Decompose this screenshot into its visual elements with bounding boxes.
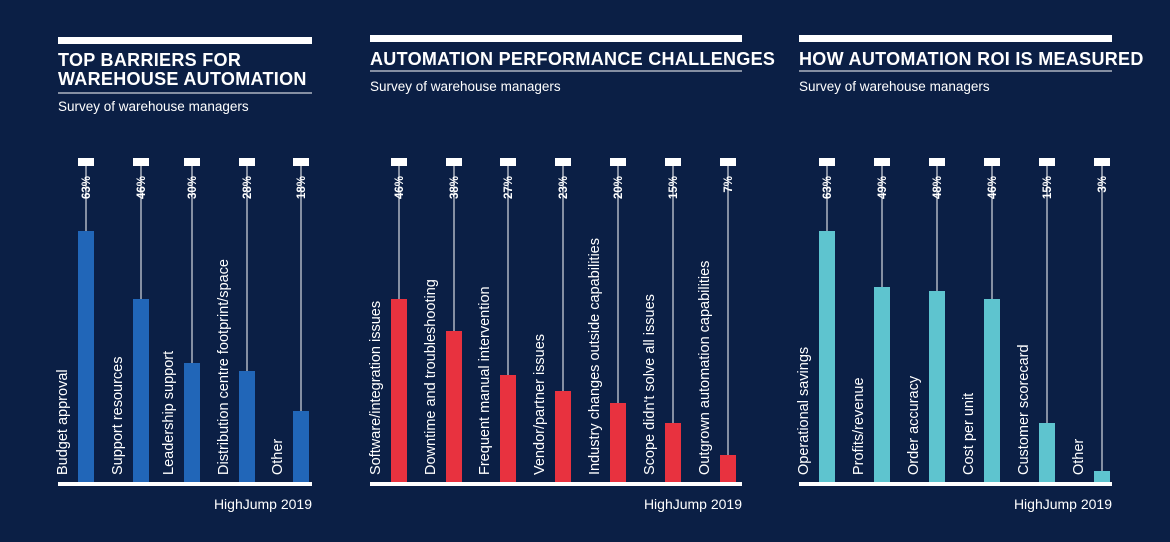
chart-2-source: HighJump 2019: [644, 496, 742, 512]
chart-3-bar: [1039, 423, 1055, 483]
chart-2-value-label: 27%: [503, 176, 515, 199]
chart-3-tab: [929, 158, 945, 166]
chart-1-top-rule: [58, 37, 312, 44]
chart-1-source: HighJump 2019: [214, 496, 312, 512]
chart-1-bar: [239, 371, 255, 483]
chart-2-category-label: Frequent manual intervention: [477, 286, 493, 475]
chart-3-bar: [874, 287, 890, 483]
chart-1-category-label: Budget approval: [55, 369, 71, 475]
chart-2-tab: [720, 158, 736, 166]
chart-1-tab: [239, 158, 255, 166]
chart-3-category-label: Other: [1071, 439, 1087, 475]
chart-1-value-label: 30%: [187, 176, 199, 199]
chart-2-tab: [500, 158, 516, 166]
chart-1-baseline: [58, 482, 312, 486]
chart-3-bar: [929, 291, 945, 483]
chart-1-value-label: 28%: [242, 176, 254, 199]
chart-1-category-label: Leadership support: [161, 351, 177, 475]
chart-2-bar: [391, 299, 407, 483]
chart-2-subtitle: Survey of warehouse managers: [370, 79, 561, 94]
chart-1-subtitle: Survey of warehouse managers: [58, 99, 249, 114]
chart-2-category-label: Outgrown automation capabilities: [697, 261, 713, 475]
chart-2-bar: [665, 423, 681, 483]
chart-3-tab: [984, 158, 1000, 166]
chart-1-bar: [133, 299, 149, 483]
chart-1-title: TOP BARRIERS FOR WAREHOUSE AUTOMATION: [58, 50, 307, 89]
chart-2-category-label: Downtime and troubleshooting: [423, 279, 439, 475]
chart-1-bar: [184, 363, 200, 483]
chart-2-category-label: Software/integration issues: [368, 301, 384, 475]
chart-2-category-label: Scope didn't solve all issues: [642, 294, 658, 475]
chart-2-value-label: 23%: [558, 176, 570, 199]
chart-3-value-label: 3%: [1097, 176, 1109, 193]
chart-3-tab: [1094, 158, 1110, 166]
chart-2-title: AUTOMATION PERFORMANCE CHALLENGES: [370, 49, 776, 69]
chart-3-tab: [819, 158, 835, 166]
chart-2-tab: [610, 158, 626, 166]
chart-2-value-label: 20%: [613, 176, 625, 199]
chart-3-category-label: Profits/revenue: [851, 377, 867, 475]
chart-1-category-label: Other: [270, 439, 286, 475]
chart-3-tab: [874, 158, 890, 166]
chart-1-value-label: 18%: [296, 176, 308, 199]
chart-2-bar: [446, 331, 462, 483]
chart-3-category-label: Order accuracy: [906, 375, 922, 475]
chart-3-category-label: Operational savings: [796, 347, 812, 475]
chart-2-value-label: 15%: [668, 176, 680, 199]
chart-2-top-rule: [370, 35, 742, 42]
chart-3-category-label: Cost per unit: [961, 393, 977, 475]
chart-2-value-label: 7%: [723, 176, 735, 193]
chart-3-title: HOW AUTOMATION ROI IS MEASURED: [799, 49, 1144, 69]
chart-1-category-label: Support resources: [110, 357, 126, 475]
chart-3-value-label: 15%: [1042, 176, 1054, 199]
chart-1-value-label: 63%: [81, 176, 93, 199]
chart-2-tab: [555, 158, 571, 166]
chart-3-subtitle: Survey of warehouse managers: [799, 79, 990, 94]
chart-2-bar: [610, 403, 626, 483]
chart-1-category-label: Distribution centre footprint/space: [216, 259, 232, 475]
chart-3-top-rule: [799, 35, 1112, 42]
chart-2-tab: [446, 158, 462, 166]
chart-2-baseline: [370, 482, 742, 486]
chart-3-category-label: Customer scorecard: [1016, 344, 1032, 475]
chart-1-bar: [78, 231, 94, 483]
chart-3-value-label: 49%: [877, 176, 889, 199]
chart-3-value-label: 48%: [932, 176, 944, 199]
chart-1-tab: [78, 158, 94, 166]
chart-2-bar: [500, 375, 516, 483]
chart-2-category-label: Industry changes outside capabilities: [587, 238, 603, 475]
chart-3-tab: [1039, 158, 1055, 166]
chart-1-tab: [133, 158, 149, 166]
chart-2-category-label: Vendor/partner issues: [532, 334, 548, 475]
chart-3-bar: [984, 299, 1000, 483]
chart-3-source: HighJump 2019: [1014, 496, 1112, 512]
chart-2-value-label: 38%: [449, 176, 461, 199]
chart-1-tab: [293, 158, 309, 166]
chart-2-tab: [391, 158, 407, 166]
chart-1-bar: [293, 411, 309, 483]
chart-3-baseline: [799, 482, 1112, 486]
chart-3-value-label: 63%: [822, 176, 834, 199]
chart-2-value-label: 46%: [394, 176, 406, 199]
chart-3-bar: [1094, 471, 1110, 483]
chart-1-tab: [184, 158, 200, 166]
chart-2-bar: [555, 391, 571, 483]
chart-1-value-label: 46%: [136, 176, 148, 199]
chart-3-bar: [819, 231, 835, 483]
chart-3-value-label: 46%: [987, 176, 999, 199]
chart-2-tab: [665, 158, 681, 166]
chart-2-bar: [720, 455, 736, 483]
